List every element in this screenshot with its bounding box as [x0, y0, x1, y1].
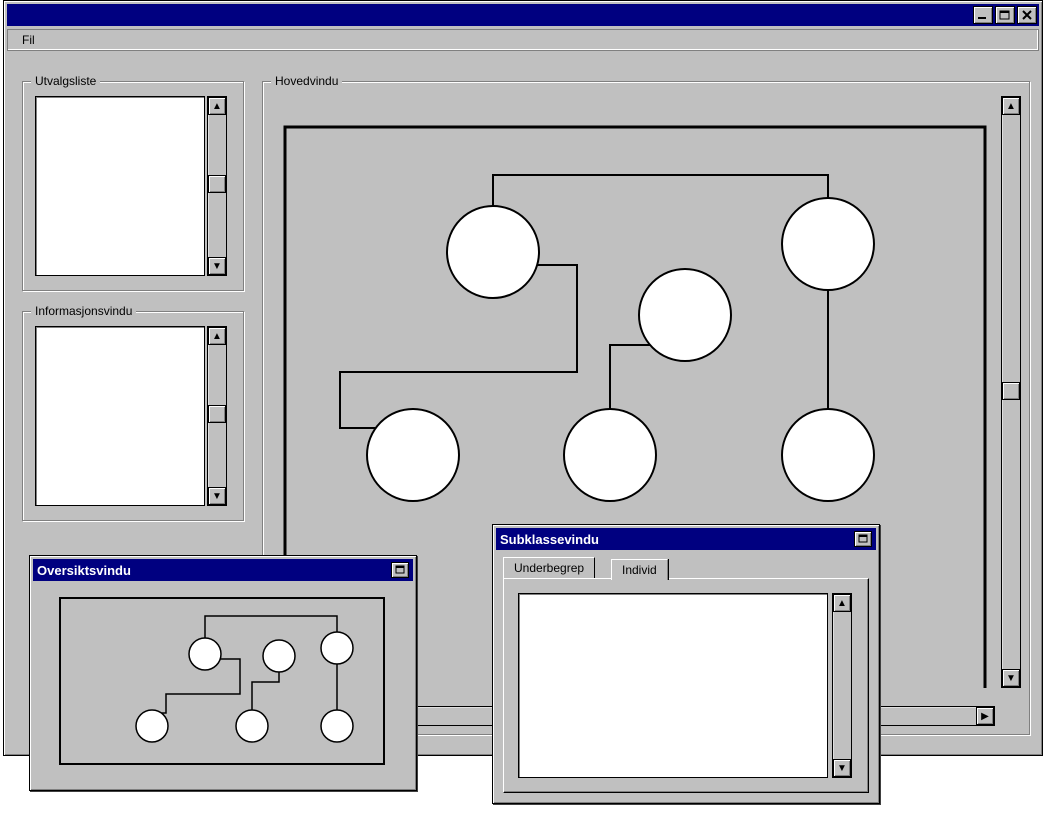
minimize-icon [977, 10, 989, 20]
info-listbox[interactable] [35, 326, 205, 506]
overview-title: Oversiktsvindu [37, 563, 131, 578]
overview-minimize-button[interactable] [391, 562, 409, 578]
scroll-thumb[interactable] [1002, 382, 1020, 400]
scroll-down-button[interactable]: ▼ [1002, 669, 1020, 687]
selection-list-title: Utvalgsliste [31, 74, 100, 88]
overview-diagram [42, 586, 402, 776]
scroll-down-button[interactable]: ▼ [833, 759, 851, 777]
scroll-down-button[interactable]: ▼ [208, 257, 226, 275]
close-button[interactable] [1017, 6, 1037, 24]
subclass-title: Subklassevindu [500, 532, 599, 547]
tab-underbegrep[interactable]: Underbegrep [503, 557, 595, 578]
tab-individ[interactable]: Individ [611, 559, 668, 580]
main-view-title: Hovedvindu [271, 74, 342, 88]
scroll-thumb[interactable] [208, 405, 226, 423]
scroll-up-button[interactable]: ▲ [208, 97, 226, 115]
overview-canvas[interactable] [42, 586, 402, 776]
scroll-thumb[interactable] [208, 175, 226, 193]
scroll-up-button[interactable]: ▲ [833, 594, 851, 612]
selection-listbox[interactable] [35, 96, 205, 276]
scroll-down-button[interactable]: ▼ [208, 487, 226, 505]
scroll-up-button[interactable]: ▲ [1002, 97, 1020, 115]
maximize-icon [999, 10, 1011, 20]
overview-window[interactable]: Oversiktsvindu [29, 555, 417, 791]
subclass-titlebar[interactable]: Subklassevindu [496, 528, 876, 550]
subclass-window[interactable]: Subklassevindu Underbegrep Individ ▲ ▼ [492, 524, 880, 804]
info-window-group: Informasjonsvindu ▲ ▼ [22, 311, 244, 521]
selection-scrollbar[interactable]: ▲ ▼ [207, 96, 227, 276]
tab-panel: ▲ ▼ [503, 578, 869, 793]
subclass-minimize-button[interactable] [854, 531, 872, 547]
info-scrollbar[interactable]: ▲ ▼ [207, 326, 227, 506]
info-window-title: Informasjonsvindu [31, 304, 136, 318]
window-icon [858, 534, 868, 544]
minimize-button[interactable] [973, 6, 993, 24]
menubar: Fil [7, 29, 1039, 51]
menu-fil[interactable]: Fil [14, 31, 43, 49]
close-icon [1021, 10, 1033, 20]
scroll-right-button[interactable]: ▶ [976, 707, 994, 725]
main-titlebar [7, 4, 1039, 26]
scroll-up-button[interactable]: ▲ [208, 327, 226, 345]
subclass-scrollbar[interactable]: ▲ ▼ [832, 593, 852, 778]
window-icon [395, 565, 405, 575]
main-vscrollbar[interactable]: ▲ ▼ [1001, 96, 1021, 688]
maximize-button[interactable] [995, 6, 1015, 24]
selection-list-group: Utvalgsliste ▲ ▼ [22, 81, 244, 291]
subclass-listbox[interactable] [518, 593, 828, 778]
tab-strip: Underbegrep Individ [503, 557, 869, 579]
overview-titlebar[interactable]: Oversiktsvindu [33, 559, 413, 581]
